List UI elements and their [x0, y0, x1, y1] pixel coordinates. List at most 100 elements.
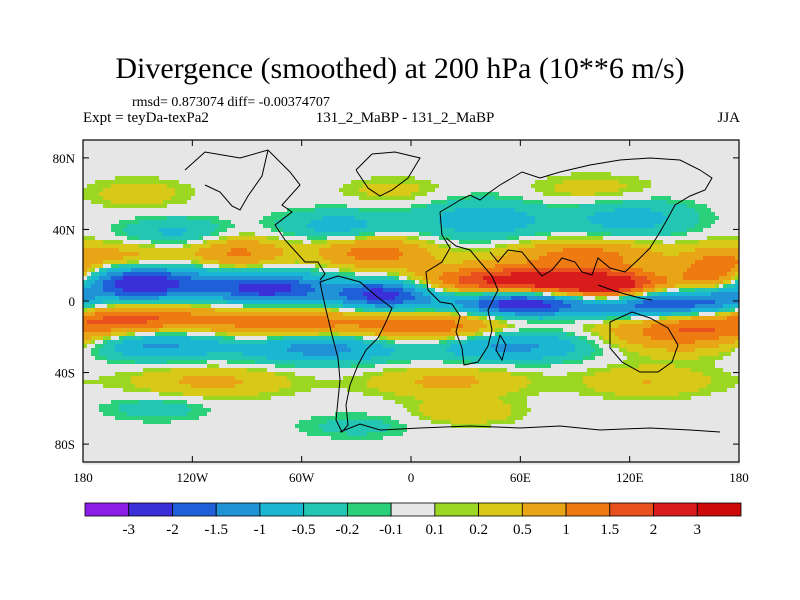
field-cell [103, 420, 108, 425]
field-cell [143, 284, 148, 289]
field-cell [231, 224, 236, 229]
field-cell [295, 176, 300, 181]
field-cell [103, 360, 108, 365]
field-cell [239, 384, 244, 389]
field-cell [187, 348, 192, 353]
field-cell [171, 300, 176, 305]
field-cell [283, 344, 288, 349]
field-cell [327, 180, 332, 185]
field-cell [179, 200, 184, 205]
field-cell [207, 348, 212, 353]
field-cell [171, 456, 176, 461]
field-cell [227, 212, 232, 217]
field-cell [123, 280, 128, 285]
field-cell [283, 176, 288, 181]
field-cell [107, 220, 112, 225]
field-cell [287, 324, 292, 329]
field-cell [243, 232, 248, 237]
field-cell [307, 160, 312, 165]
field-cell [191, 216, 196, 221]
field-cell [95, 180, 100, 185]
field-cell [311, 416, 316, 421]
field-cell [263, 196, 268, 201]
field-cell [271, 404, 276, 409]
field-cell [183, 276, 188, 281]
field-cell [103, 408, 108, 413]
field-cell [219, 424, 224, 429]
field-cell [95, 164, 100, 169]
field-cell [175, 320, 180, 325]
field-cell [87, 244, 92, 249]
field-cell [327, 220, 332, 225]
field-cell [151, 356, 156, 361]
field-cell [195, 140, 200, 145]
field-cell [87, 372, 92, 377]
field-cell [315, 344, 320, 349]
field-cell [263, 284, 268, 289]
field-cell [195, 336, 200, 341]
field-cell [315, 304, 320, 309]
field-cell [311, 304, 316, 309]
field-cell [259, 444, 264, 449]
field-cell [167, 356, 172, 361]
field-cell [199, 404, 204, 409]
field-cell [139, 208, 144, 213]
field-cell [159, 240, 164, 245]
field-cell [255, 248, 260, 253]
field-cell [199, 276, 204, 281]
field-cell [251, 200, 256, 205]
field-cell [83, 352, 88, 357]
field-cell [247, 388, 252, 393]
field-cell [243, 316, 248, 321]
field-cell [163, 232, 168, 237]
field-cell [99, 308, 104, 313]
field-cell [223, 332, 228, 337]
field-cell [231, 240, 236, 245]
field-cell [235, 220, 240, 225]
field-cell [119, 332, 124, 337]
field-cell [135, 408, 140, 413]
field-cell [111, 168, 116, 173]
field-cell [179, 328, 184, 333]
field-cell [311, 148, 316, 153]
field-cell [171, 392, 176, 397]
field-cell [319, 228, 324, 233]
field-cell [247, 284, 252, 289]
field-cell [275, 424, 280, 429]
field-cell [151, 392, 156, 397]
field-cell [83, 140, 88, 145]
field-cell [291, 160, 296, 165]
field-cell [119, 400, 124, 405]
field-cell [147, 236, 152, 241]
field-cell [251, 160, 256, 165]
field-cell [199, 420, 204, 425]
field-cell [127, 424, 132, 429]
field-cell [187, 172, 192, 177]
field-cell [259, 316, 264, 321]
field-cell [203, 228, 208, 233]
field-cell [119, 360, 124, 365]
field-cell [131, 436, 136, 441]
field-cell [179, 448, 184, 453]
field-cell [235, 388, 240, 393]
field-cell [295, 448, 300, 453]
field-cell [151, 400, 156, 405]
field-cell [91, 324, 96, 329]
field-cell [263, 324, 268, 329]
field-cell [143, 148, 148, 153]
field-cell [199, 452, 204, 457]
field-cell [179, 256, 184, 261]
field-cell [119, 320, 124, 325]
field-cell [167, 168, 172, 173]
field-cell [327, 296, 332, 301]
field-cell [199, 380, 204, 385]
field-cell [159, 156, 164, 161]
field-cell [247, 140, 252, 145]
field-cell [279, 364, 284, 369]
field-cell [143, 320, 148, 325]
field-cell [267, 376, 272, 381]
field-cell [323, 156, 328, 161]
field-cell [187, 180, 192, 185]
field-cell [83, 408, 88, 413]
field-cell [135, 324, 140, 329]
